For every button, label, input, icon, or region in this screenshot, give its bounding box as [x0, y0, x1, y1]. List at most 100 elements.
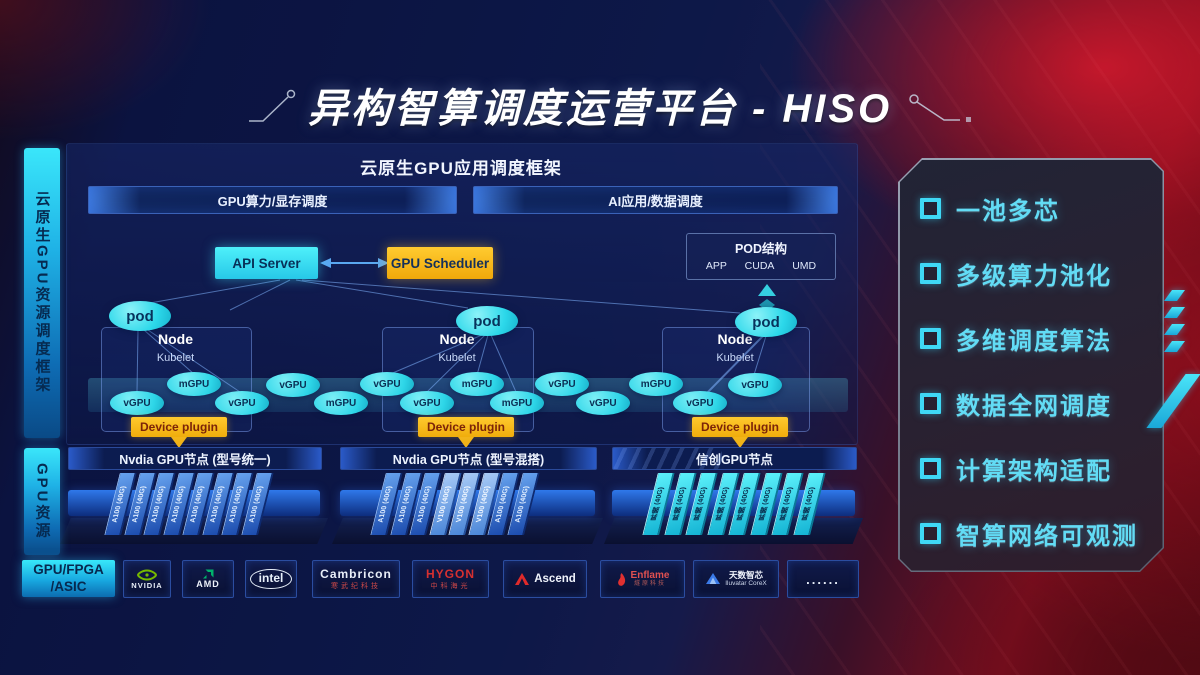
lane-label: GPU算力/显存调度	[217, 193, 328, 209]
feature-item-6[interactable]: 智算网络可观测	[920, 518, 1138, 550]
feature-text: 多维调度算法	[956, 327, 1112, 355]
vendor-enflame-text: Enflame 燧原科技	[631, 570, 670, 588]
vendor-text: Ascend	[534, 573, 576, 585]
gpu-group-bar-xinchuang: 信创GPU节点	[612, 447, 857, 470]
iluvatar-icon	[706, 573, 721, 585]
node-1-kubelet: Kubelet	[156, 352, 195, 364]
feature-bullet-icon	[920, 327, 941, 349]
feature-panel	[898, 158, 1164, 572]
gpu-card-label: A100 (40G)	[189, 485, 206, 523]
sidebar-gpu-resource-bar: GPU资源	[24, 448, 60, 555]
gpu-unit-vgpu-13[interactable]: vGPU	[728, 373, 782, 397]
pod-ellipse-2[interactable]: pod	[456, 306, 518, 336]
node-3-kubelet: Kubelet	[716, 352, 754, 364]
vendor-box-AMD[interactable]: AMD	[182, 560, 234, 598]
hazard-stripe	[1164, 341, 1185, 352]
feature-item-3[interactable]: 多维调度算法	[920, 323, 1112, 355]
gpu-unit-mgpu-8[interactable]: mGPU	[490, 391, 544, 415]
vendor-text: NVIDIA	[131, 580, 163, 590]
api-server-box[interactable]: API Server	[215, 247, 318, 279]
gpu-card-label: V100 (40G)	[455, 485, 472, 523]
framework-header: 云原生GPU应用调度框架	[360, 159, 562, 178]
vendor-text: Enflame	[630, 570, 670, 582]
gpu-unit-vgpu-2[interactable]: vGPU	[215, 391, 269, 415]
gpu-card-label: A100 (40G)	[150, 485, 167, 523]
gpu-unit-vgpu-10[interactable]: vGPU	[576, 391, 630, 415]
hazard-stripe	[1164, 290, 1185, 301]
feature-bullet-icon	[920, 197, 941, 219]
vendor-box-Cambricon[interactable]: Cambricon 寒武纪科技	[312, 560, 400, 598]
gpu-unit-mgpu-1[interactable]: mGPU	[167, 372, 221, 396]
gpu-card-label: A100 (40G)	[377, 485, 394, 523]
vendor-more-dots: ......	[806, 571, 840, 587]
nvidia-icon	[136, 568, 158, 581]
node-2-label: Node	[439, 331, 475, 347]
gpu-unit-vgpu-0[interactable]: vGPU	[110, 391, 164, 415]
feature-bullet-icon	[920, 392, 941, 414]
gpu-unit-mgpu-7[interactable]: mGPU	[450, 372, 504, 396]
feature-text: 智算网络可观测	[956, 522, 1138, 550]
device-plugin-2[interactable]: Device plugin	[418, 417, 514, 437]
feature-text: 数据全网调度	[956, 392, 1112, 420]
feature-text: 多级算力池化	[956, 262, 1112, 290]
vendor-ascend-row: Ascend	[514, 572, 576, 586]
gpu-card-label: A100 (40G)	[416, 485, 433, 523]
gpu-unit-vgpu-6[interactable]: vGPU	[400, 391, 454, 415]
lane-ai-data-scheduling[interactable]: AI应用/数据调度	[473, 186, 838, 214]
gpu-unit-mgpu-11[interactable]: mGPU	[629, 372, 683, 396]
gpu-group-bar-mixed: Nvdia GPU节点 (型号混搭)	[340, 447, 597, 470]
sidebar-gpu-resource-label: GPU资源	[33, 462, 51, 541]
gpu-unit-vgpu-3[interactable]: vGPU	[266, 373, 320, 397]
sidebar-framework-bar: 云原生GPU资源调度框架	[24, 148, 60, 438]
gpu-unit-vgpu-9[interactable]: vGPU	[535, 372, 589, 396]
page-title: 异构智算调度运营平台 - HISO	[307, 87, 893, 131]
gpu-scheduler-box[interactable]: GPU Scheduler	[387, 247, 493, 279]
vendor-box-NVIDIA[interactable]: NVIDIA	[123, 560, 171, 598]
lane-gpu-compute-scheduling[interactable]: GPU算力/显存调度	[88, 186, 457, 214]
feature-bullet-icon	[920, 457, 941, 479]
vendor-subtext: 寒武纪科技	[331, 583, 381, 590]
pod-ellipse-1[interactable]: pod	[109, 301, 171, 331]
gpu-card-label: A100 (40G)	[228, 485, 245, 523]
gpu-group-bar-uniform: Nvdia GPU节点 (型号统一)	[68, 447, 322, 470]
ascend-icon	[515, 573, 530, 585]
hazard-stripe	[1164, 324, 1185, 335]
feature-item-5[interactable]: 计算架构适配	[920, 453, 1112, 485]
hazard-stripe	[1164, 307, 1185, 318]
pod-layer-cuda: CUDA	[744, 260, 775, 272]
pod-layer-umd: UMD	[792, 260, 817, 272]
feature-item-1[interactable]: 一池多芯	[920, 193, 1060, 225]
vendor-text: Cambricon	[320, 567, 392, 581]
vendor-box-Ascend[interactable]: Ascend	[503, 560, 587, 598]
pod-layer-app: APP	[705, 260, 727, 272]
feature-text: 一池多芯	[956, 197, 1060, 225]
enflame-icon	[617, 572, 625, 586]
node-2-kubelet: Kubelet	[438, 352, 476, 364]
vendor-subtext: 中科海光	[430, 583, 471, 590]
pod-structure-title: POD结构	[734, 242, 788, 256]
gpu-card-label: A100 (40G)	[111, 485, 128, 523]
gpu-unit-vgpu-12[interactable]: vGPU	[673, 391, 727, 415]
gpu-card-label: A100 (40G)	[494, 485, 511, 523]
vendor-enflame-row: Enflame 燧原科技	[616, 570, 670, 588]
feature-item-2[interactable]: 多级算力池化	[920, 258, 1112, 290]
feature-bullet-icon	[920, 262, 941, 284]
vendor-box-Enflame[interactable]: Enflame 燧原科技	[600, 560, 685, 598]
vendor-subtext: 燧原科技	[633, 581, 666, 588]
feature-item-4[interactable]: 数据全网调度	[920, 388, 1112, 420]
gpu-unit-mgpu-4[interactable]: mGPU	[314, 391, 368, 415]
device-plugin-3[interactable]: Device plugin	[692, 417, 788, 437]
vendor-box-HYGON[interactable]: HYGON 中科海光	[412, 560, 489, 598]
vendor-box-......[interactable]: ......	[787, 560, 859, 598]
vendor-box-intel[interactable]: intel	[245, 560, 297, 598]
vendor-label-line2: /ASIC	[50, 578, 87, 594]
gpu-unit-vgpu-5[interactable]: vGPU	[360, 372, 414, 396]
vendor-subtext: Iluvatar CoreX	[725, 580, 767, 588]
pod-structure-box: POD结构 APP CUDA UMD	[686, 233, 836, 280]
vendor-category-label: GPU/FPGA /ASIC	[22, 560, 115, 597]
vendor-box-天数智芯[interactable]: 天数智芯 Iluvatar CoreX	[693, 560, 779, 598]
intel-logo: intel	[249, 569, 293, 589]
device-plugin-1[interactable]: Device plugin	[131, 417, 227, 437]
sidebar-framework-label: 云原生GPU资源调度框架	[33, 191, 51, 395]
pod-ellipse-3[interactable]: pod	[735, 307, 797, 337]
